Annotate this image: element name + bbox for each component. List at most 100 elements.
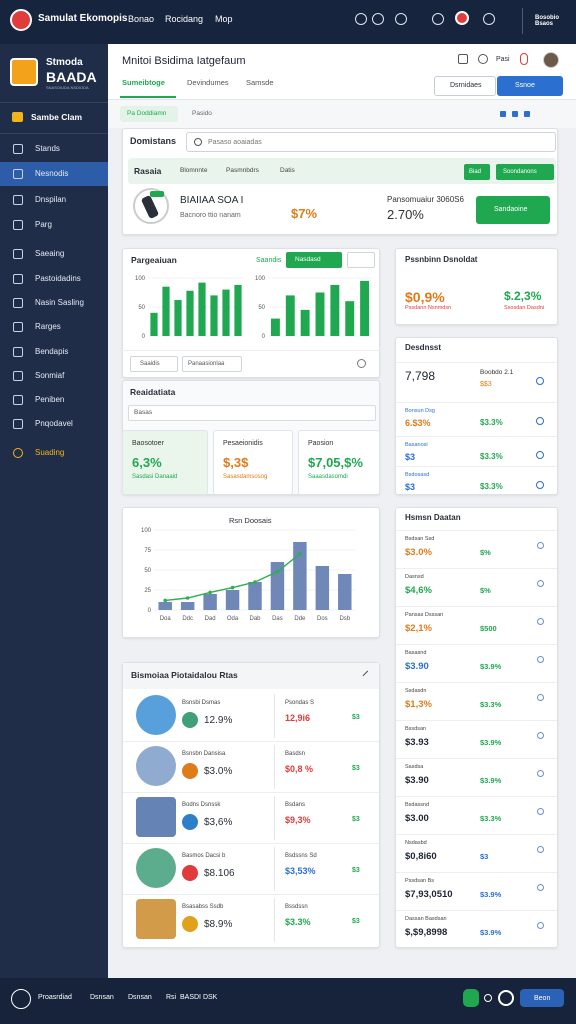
top-icon[interactable] [395,13,407,25]
footer-item[interactable]: Dsnsan [90,994,114,1001]
list-icon[interactable] [536,417,544,425]
sidebar-item[interactable]: Nasin Sasling [35,298,84,307]
details-label: Bsdassnd [405,802,430,808]
sub-icon[interactable] [500,111,506,117]
details-icon[interactable] [537,884,544,891]
row-r1: $9,3% [285,815,311,825]
row-note: Bsdans [285,802,306,808]
details-label: Sasdsa [405,764,424,770]
nav-link[interactable]: Mop [215,14,233,24]
details-icon[interactable] [537,770,544,777]
filter-chip[interactable]: Pasmnbdrs [226,167,259,174]
x-tick-label: Oda [227,616,239,622]
chart-dropdown[interactable] [347,252,375,268]
sub-icon[interactable] [512,111,518,117]
nav-link[interactable]: Rocidang [165,14,204,24]
btn-secondary[interactable] [434,76,496,96]
row-small-icon [182,712,198,728]
filter-chip[interactable]: Datis [280,167,295,174]
sidebar-item[interactable]: Bendapis [35,347,69,356]
header-tab[interactable]: Devindumes [187,78,229,87]
kpi-note: Sasdasi Danaaid [132,474,178,480]
nav-link[interactable]: Bonao [128,14,155,24]
summary-note: Ssosdan Dasdni [504,305,545,311]
footer-btn-label: Beon [534,995,551,1002]
metrics-input[interactable] [128,405,376,421]
header-icon[interactable] [458,54,468,64]
trend-title: Rsn Doosais [229,516,272,525]
footer-item[interactable]: BASDI DSK [180,994,218,1001]
details-icon[interactable] [537,656,544,663]
sidebar-item[interactable]: Parg [35,220,52,229]
bar [345,301,355,336]
filter-btn[interactable] [464,164,490,180]
filter-chip[interactable]: Blomnnte [180,167,208,174]
details-icon[interactable] [537,922,544,929]
sidebar-bottom[interactable]: Suading [35,448,65,457]
top-icon[interactable] [372,13,384,25]
search-input[interactable] [186,132,556,152]
btn-primary[interactable] [497,76,563,96]
trend-point [208,590,212,595]
sidebar-group[interactable]: Sambe Clam [31,112,83,122]
sidebar-item[interactable]: Nesnodis [35,169,69,178]
sidebar-item[interactable]: Pastoidadins [35,274,81,283]
kpi-value: $,3$ [223,455,249,470]
footer-item[interactable]: Dsnsan [128,994,152,1001]
sidebar-item[interactable]: Dnspilan [35,195,67,204]
product-btn[interactable] [476,196,550,224]
bar [270,562,285,610]
details-icon[interactable] [537,618,544,625]
header-tag[interactable]: Pasi [496,56,510,63]
footer-pill[interactable] [463,989,479,1007]
control-input[interactable] [182,356,242,372]
list-icon[interactable] [536,451,544,459]
details-right: $3.9% [480,776,502,785]
header-tab[interactable]: Sumeibtoge [122,78,165,87]
footer-item[interactable]: Rsi [166,994,177,1001]
header-icon[interactable] [478,54,488,64]
bar-chart-a: 0 50 100 [135,276,244,340]
details-icon[interactable] [537,732,544,739]
footer-dot[interactable] [484,994,492,1002]
list-icon[interactable] [536,377,544,385]
user-name: Bosobio Bsaos [535,15,559,27]
footer-btn[interactable] [520,989,564,1007]
control-input[interactable] [130,356,178,372]
footer-circle[interactable] [498,990,514,1006]
sidebar-item[interactable]: Peniben [35,395,65,404]
sidebar-item[interactable]: Pnqodavel [35,419,73,428]
kpi-title: Baosotoer [132,440,164,447]
chart-btn[interactable] [286,252,342,268]
list-icon[interactable] [536,481,544,489]
footer-item[interactable]: Proasrdiad [38,994,72,1001]
top-divider [522,8,523,34]
details-sep [396,872,557,873]
control-label: Saaidis [140,361,160,367]
sidebar-item[interactable]: Rarges [35,322,61,331]
bar [360,280,370,336]
details-icon[interactable] [537,808,544,815]
top-icon[interactable] [355,13,367,25]
details-right: $3.3% [480,700,502,709]
footer-add[interactable] [11,989,31,1009]
sub-tab[interactable]: Pa Doddiamn [127,110,167,117]
sub-tab[interactable]: Pasido [192,110,212,117]
sidebar-item[interactable]: Saeaing [35,249,65,258]
details-icon[interactable] [537,694,544,701]
y-tick-label: 0 [262,334,266,340]
bar-chart-b: 0 50 100 [255,276,372,340]
sidebar-item[interactable]: Sonmiaf [35,371,65,380]
sub-icon[interactable] [524,111,530,117]
top-alert[interactable] [455,11,469,25]
top-icon[interactable] [432,13,444,25]
details-icon[interactable] [537,580,544,587]
details-icon[interactable] [537,846,544,853]
top-icon[interactable] [483,13,495,25]
filter-btn[interactable] [496,164,554,180]
sidebar-item[interactable]: Stands [35,144,60,153]
control-icon[interactable] [357,359,366,368]
product-value: $7% [291,206,318,221]
header-tab[interactable]: Samsde [246,78,274,87]
details-icon[interactable] [537,542,544,549]
